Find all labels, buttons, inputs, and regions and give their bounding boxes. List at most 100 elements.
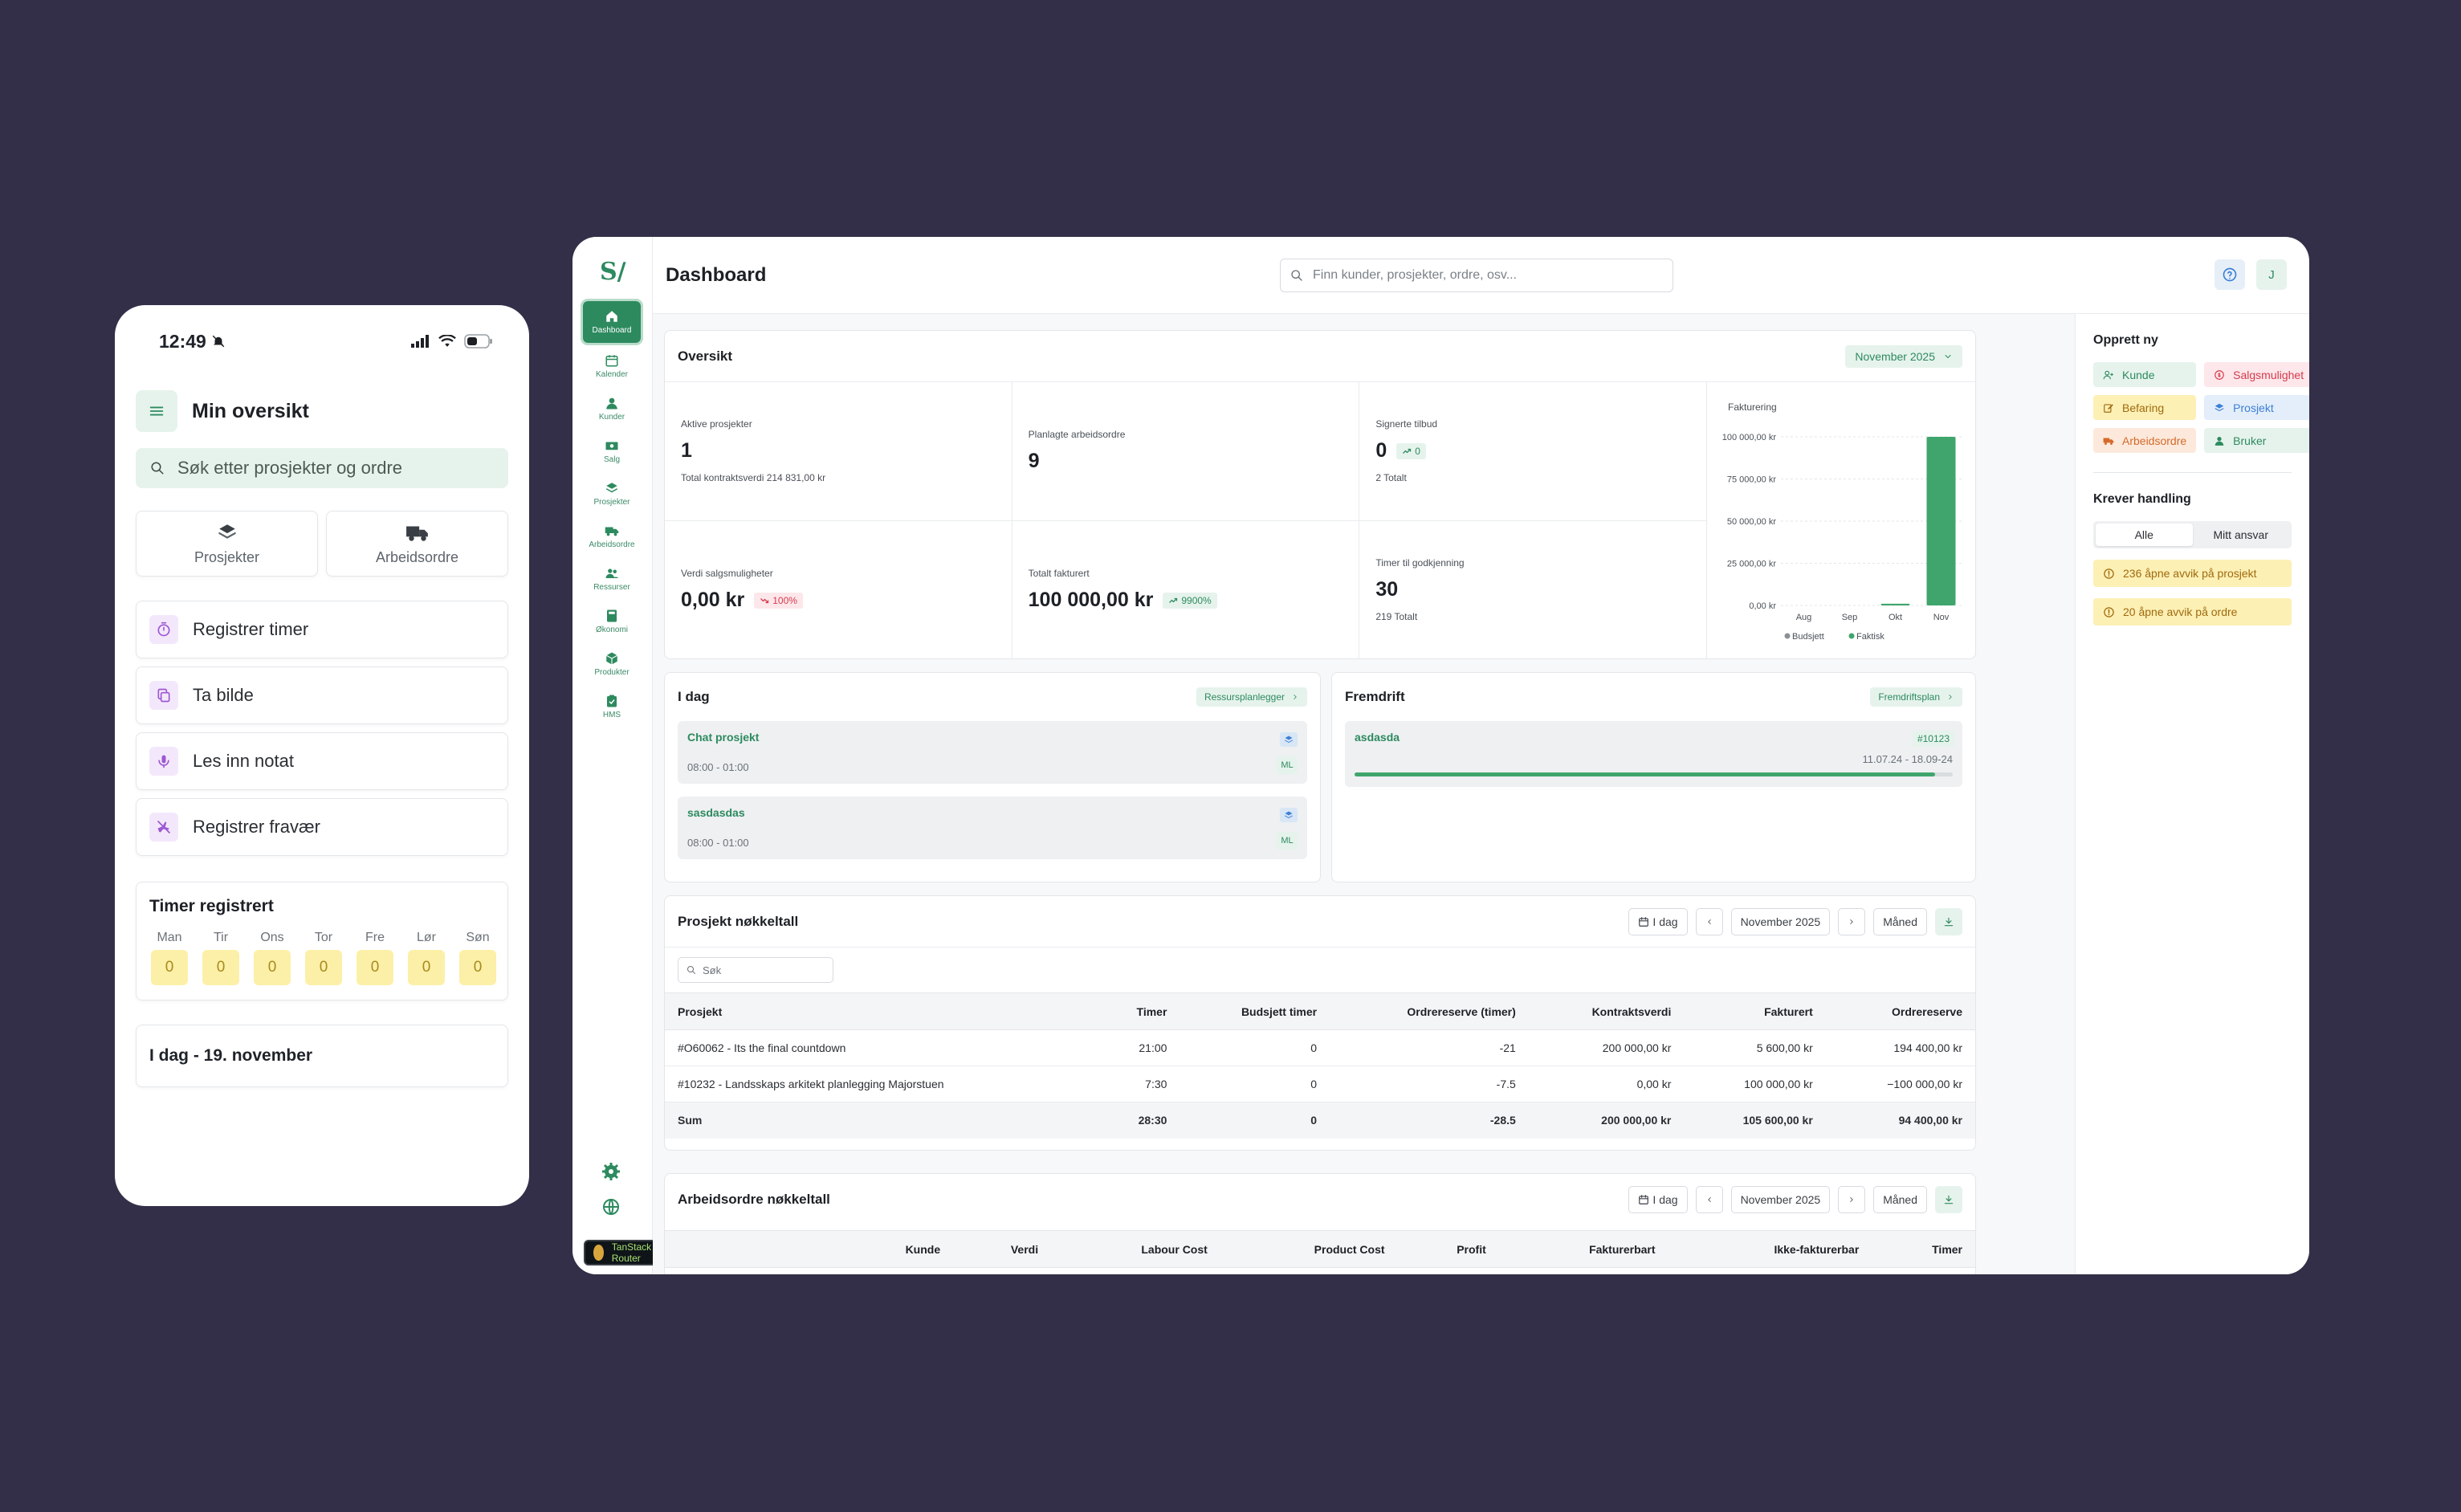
create-bruker-button[interactable]: Bruker bbox=[2204, 428, 2309, 453]
nav-item-dashboard[interactable]: Dashboard bbox=[581, 299, 643, 345]
kpi-card[interactable]: Aktive prosjekter 1 Total kontraktsverdi 2… bbox=[665, 382, 1013, 521]
opprett-grid: Kunde Salgsmulighet Befaring Prosjekt Arbeid… bbox=[2093, 362, 2309, 453]
progress-item[interactable]: asdasda #10123 11.07.24 - 18.09-24 bbox=[1345, 721, 1962, 787]
nav-item-ressurser[interactable]: Ressurser bbox=[583, 560, 641, 598]
column-header[interactable]: Ikke-fakturerbar bbox=[1668, 1230, 1872, 1268]
action-registrer-fravaer[interactable]: Registrer fravær bbox=[136, 798, 508, 856]
bar-faktisk-okt[interactable] bbox=[1880, 603, 1910, 605]
kpi-card[interactable]: Signerte tilbud 0 0 2 Totalt bbox=[1359, 382, 1707, 521]
nav-item-produkter[interactable]: Produkter bbox=[583, 645, 641, 683]
action-alert[interactable]: 236 åpne avvik på prosjekt bbox=[2093, 560, 2292, 587]
weekday-hours: 0 bbox=[459, 950, 496, 985]
weekday[interactable]: Man 0 bbox=[151, 931, 188, 985]
tab-alle[interactable]: Alle bbox=[2096, 524, 2193, 546]
nav-item-arbeidsordre[interactable]: Arbeidsordre bbox=[583, 517, 641, 556]
menu-button[interactable] bbox=[136, 390, 177, 432]
today-button[interactable]: I dag bbox=[1628, 907, 1688, 935]
kpi-card[interactable]: Verdi salgsmuligheter 0,00 kr 100% bbox=[665, 520, 1013, 659]
column-header[interactable]: Budsjett timer bbox=[1180, 992, 1330, 1030]
chevron-right-icon bbox=[1949, 695, 1952, 699]
table-row[interactable]: #10232 - Landsskaps arkitekt planlegging… bbox=[665, 1066, 1975, 1102]
nav-item-kalender[interactable]: Kalender bbox=[583, 347, 641, 385]
prev-period-button[interactable] bbox=[1695, 907, 1723, 935]
fremdriftsplan-link[interactable]: Fremdriftsplan bbox=[1870, 687, 1962, 707]
weekday-label: Søn bbox=[466, 931, 490, 944]
download-button[interactable] bbox=[1935, 907, 1962, 935]
column-header[interactable]: Kontraktsverdi bbox=[1528, 992, 1685, 1030]
nav-item-salg[interactable]: Salg bbox=[583, 432, 641, 471]
column-header[interactable]: Fakturert bbox=[1684, 992, 1826, 1030]
app-logo[interactable]: S/ bbox=[600, 258, 626, 286]
nav-item-kunder[interactable]: Kunder bbox=[583, 389, 641, 428]
nav-item-prosjekter[interactable]: Prosjekter bbox=[583, 475, 641, 513]
tile-prosjekter[interactable]: Prosjekter bbox=[136, 511, 318, 577]
column-header[interactable]: Profit bbox=[1397, 1230, 1499, 1268]
nav-item-hms[interactable]: HMS bbox=[583, 687, 641, 726]
column-header[interactable]: Ordrereserve (timer) bbox=[1330, 992, 1529, 1030]
month-display[interactable]: November 2025 bbox=[1730, 1186, 1831, 1213]
weekday[interactable]: Søn 0 bbox=[459, 931, 496, 985]
kpi-card[interactable]: Totalt fakturert 100 000,00 kr 9900% bbox=[1013, 520, 1360, 659]
weekday[interactable]: Tor 0 bbox=[305, 931, 342, 985]
create-kunde-button[interactable]: Kunde bbox=[2093, 362, 2197, 387]
help-button[interactable] bbox=[2214, 259, 2245, 290]
schedule-item[interactable]: Chat prosjekt 08:00 - 01:00 ML bbox=[678, 721, 1307, 784]
action-ta-bilde[interactable]: Ta bilde bbox=[136, 666, 508, 724]
weekday[interactable]: Ons 0 bbox=[254, 931, 291, 985]
column-header[interactable]: Labour Cost bbox=[1051, 1230, 1220, 1268]
column-header[interactable]: Timer bbox=[1097, 992, 1180, 1030]
create-arbeidsordre-button[interactable]: Arbeidsordre bbox=[2093, 428, 2197, 453]
table-search-input[interactable]: Søk bbox=[678, 957, 833, 983]
weekday[interactable]: Fre 0 bbox=[357, 931, 393, 985]
month-display[interactable]: November 2025 bbox=[1730, 907, 1831, 935]
action-registrer-timer[interactable]: Registrer timer bbox=[136, 601, 508, 658]
prev-period-button[interactable] bbox=[1695, 1186, 1723, 1213]
next-period-button[interactable] bbox=[1838, 1186, 1866, 1213]
kpi-label: Verdi salgsmuligheter bbox=[681, 568, 773, 580]
schedule-item[interactable]: sasdasdas 08:00 - 01:00 ML bbox=[678, 797, 1307, 859]
month-select[interactable]: November 2025 bbox=[1845, 344, 1962, 368]
column-header[interactable]: Timer bbox=[1872, 1230, 1975, 1268]
tab-mitt-ansvar[interactable]: Mitt ansvar bbox=[2213, 528, 2268, 541]
truck-icon bbox=[405, 526, 428, 541]
ressursplanlegger-link[interactable]: Ressursplanlegger bbox=[1196, 687, 1307, 707]
today-card[interactable]: I dag - 19. november bbox=[136, 1025, 508, 1087]
column-header[interactable]: Verdi bbox=[953, 1230, 1052, 1268]
action-alert[interactable]: 20 åpne avvik på ordre bbox=[2093, 598, 2292, 626]
weekday-label: Ons bbox=[260, 931, 284, 944]
search-input[interactable]: Søk etter prosjekter og ordre bbox=[136, 448, 508, 488]
table-row[interactable]: #O60062 - Its the final countdown 21:00 0-… bbox=[665, 1029, 1975, 1066]
link-label: Fremdriftsplan bbox=[1878, 691, 1940, 703]
gear-icon[interactable] bbox=[601, 1162, 621, 1181]
tile-arbeidsordre[interactable]: Arbeidsordre bbox=[326, 511, 508, 577]
today-button[interactable]: I dag bbox=[1628, 1186, 1688, 1213]
create-prosjekt-button[interactable]: Prosjekt bbox=[2204, 395, 2309, 420]
column-header[interactable]: Prosjekt bbox=[665, 992, 1098, 1030]
calendar-icon bbox=[1639, 916, 1649, 927]
dashboard-main: Oversikt November 2025 Aktive prosjekter… bbox=[653, 314, 2075, 1274]
next-period-button[interactable] bbox=[1838, 907, 1866, 935]
table-cell: 200 000,00 kr bbox=[1528, 1102, 1685, 1139]
bar-faktisk-nov[interactable] bbox=[1926, 437, 1956, 605]
weekday[interactable]: Tir 0 bbox=[202, 931, 239, 985]
column-header[interactable]: Kunde bbox=[841, 1230, 954, 1268]
column-header[interactable]: Product Cost bbox=[1220, 1230, 1398, 1268]
kpi-card[interactable]: Planlagte arbeidsordre 9 bbox=[1012, 382, 1360, 521]
nav-item-økonomi[interactable]: Økonomi bbox=[583, 602, 641, 641]
action-label: Registrer fravær bbox=[193, 817, 320, 837]
action-les-inn-notat[interactable]: Les inn notat bbox=[136, 732, 508, 790]
create-salgsmulighet-button[interactable]: Salgsmulighet bbox=[2204, 362, 2309, 387]
download-button[interactable] bbox=[1935, 1186, 1962, 1213]
avatar[interactable]: J bbox=[2256, 259, 2287, 290]
progress-item-name: asdasda bbox=[1355, 731, 1400, 744]
kpi-value-row: 9 bbox=[1029, 450, 1343, 473]
global-search-input[interactable]: Finn kunder, prosjekter, ordre, osv... bbox=[1280, 259, 1673, 292]
create-befaring-button[interactable]: Befaring bbox=[2093, 395, 2197, 420]
weekday[interactable]: Lør 0 bbox=[408, 931, 445, 985]
column-header[interactable]: Ordrereserve bbox=[1825, 992, 1975, 1030]
kpi-card[interactable]: Timer til godkjenning 30 219 Totalt bbox=[1359, 520, 1707, 659]
globe-icon[interactable] bbox=[601, 1197, 621, 1217]
period-select[interactable]: Måned bbox=[1873, 907, 1927, 935]
period-select[interactable]: Måned bbox=[1873, 1186, 1927, 1213]
column-header[interactable]: Fakturerbart bbox=[1498, 1230, 1669, 1268]
